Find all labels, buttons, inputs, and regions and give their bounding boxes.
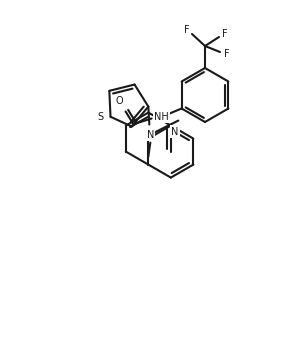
Text: F: F	[222, 29, 228, 39]
Text: N: N	[171, 127, 178, 136]
Text: N: N	[147, 130, 154, 139]
Text: F: F	[184, 25, 190, 35]
Text: NH: NH	[154, 111, 169, 122]
Text: S: S	[97, 112, 104, 122]
Text: F: F	[224, 49, 230, 59]
Text: O: O	[116, 96, 123, 107]
